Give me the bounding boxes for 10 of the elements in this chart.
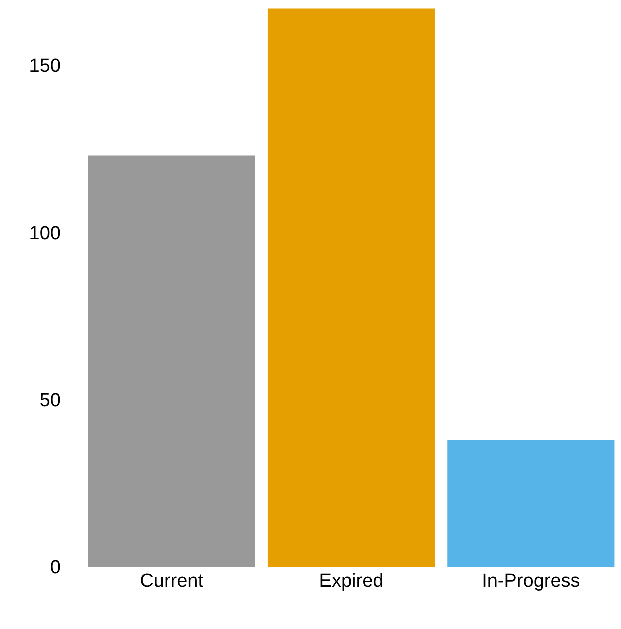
bar	[448, 440, 615, 567]
y-tick-label: 50	[40, 390, 61, 412]
y-tick-label: 0	[50, 558, 61, 579]
x-tick-label: Current	[140, 571, 204, 592]
x-tick-label: Expired	[319, 571, 384, 592]
y-tick-label: 100	[29, 223, 61, 244]
bar	[268, 8, 436, 567]
bar	[88, 156, 256, 567]
x-tick-label: In-Progress	[482, 571, 580, 592]
y-tick-label: 150	[29, 56, 61, 78]
